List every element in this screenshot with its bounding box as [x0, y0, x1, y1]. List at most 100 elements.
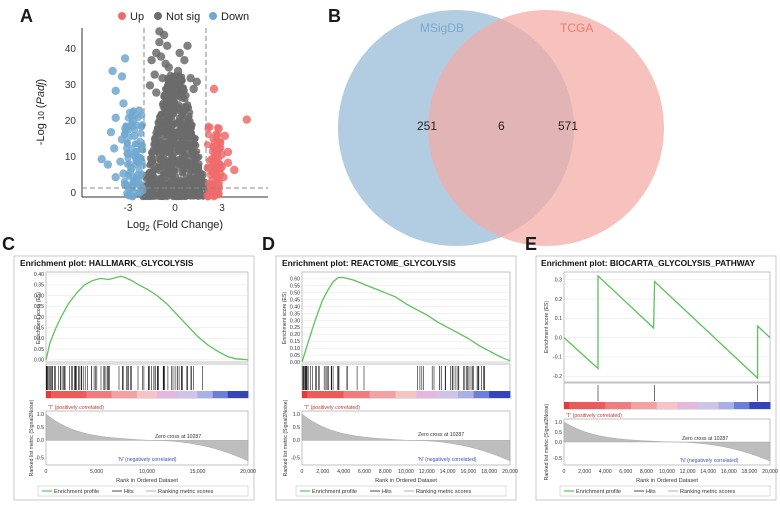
es-tick-label: 0.30	[34, 293, 44, 299]
legend-down-marker	[209, 12, 217, 20]
heatmap-segment	[569, 402, 575, 409]
heatmap-segment	[759, 402, 766, 409]
volcano-not-sig-cloud	[139, 71, 211, 201]
heatmap-segment	[197, 391, 203, 398]
es-tick-label: 0.45	[290, 298, 300, 304]
not-sig-point	[190, 147, 197, 155]
not-sig-point	[155, 38, 164, 47]
volcano-points	[97, 27, 251, 201]
heatmap-segment	[625, 402, 632, 409]
heatmap-segment	[744, 402, 750, 409]
es-tick-label: 0.3	[555, 278, 562, 284]
es-tick-label: 0.20	[34, 315, 44, 321]
heatmap-segment	[600, 402, 606, 409]
not-sig-point	[186, 163, 193, 170]
down-point	[131, 112, 139, 120]
es-tick-label: 0.20	[290, 332, 300, 338]
heatmap-segment	[764, 402, 771, 409]
not-sig-point	[157, 193, 165, 200]
x-tick-label: 2,000	[316, 469, 329, 475]
gsea-d-legend-es: Enrichment profile	[312, 489, 357, 495]
not-sig-point	[156, 52, 166, 61]
panel-label-b: B	[328, 6, 341, 26]
heatmap-segment	[687, 402, 694, 409]
down-point	[111, 86, 120, 96]
x-tick-label: 20,000	[762, 469, 778, 475]
heatmap-segment	[71, 391, 77, 398]
heatmap-segment	[667, 402, 673, 409]
down-point	[128, 193, 136, 201]
rank-tick-label: 1.0	[555, 420, 562, 426]
down-point	[133, 140, 141, 148]
heatmap-segment	[605, 402, 611, 409]
heatmap-segment	[636, 402, 642, 409]
es-tick-label: 0.0	[555, 335, 562, 341]
up-point	[216, 144, 224, 153]
volcano-y-ticks: 0 10 20 30 40	[65, 44, 77, 199]
heatmap-segment	[202, 391, 208, 398]
heatmap-segment	[458, 391, 464, 398]
heatmap-segment	[101, 391, 107, 398]
heatmap-segment	[343, 391, 350, 398]
down-point	[137, 129, 145, 137]
heatmap-segment	[312, 391, 318, 398]
not-sig-point	[163, 41, 172, 50]
es-tick-label: 0.30	[290, 318, 300, 324]
not-sig-point	[170, 135, 177, 142]
es-tick-label: -0.2	[553, 374, 562, 380]
gsea-d-ranking-metric	[301, 413, 511, 462]
gsea-e-rank-ticks: 1.0 0.5 0.0 -0.5	[553, 420, 562, 462]
es-tick-label: 0.25	[34, 304, 44, 310]
down-point	[108, 66, 117, 76]
not-sig-point	[170, 101, 178, 108]
not-sig-point	[192, 160, 199, 167]
down-point	[128, 144, 136, 152]
x-tick-label: 8,000	[640, 469, 653, 475]
gsea-d-hits	[302, 366, 486, 390]
heatmap-segment	[307, 391, 313, 398]
heatmap-segment	[437, 391, 443, 398]
heatmap-segment	[237, 391, 244, 398]
gsea-e-legend-box	[559, 485, 771, 497]
up-point	[215, 138, 223, 146]
es-tick-label: 0.00	[290, 360, 300, 366]
heatmap-segment	[328, 391, 334, 398]
panel-label-a: A	[20, 6, 33, 26]
panel-b: B MSigDB TCGA 251 6 571	[328, 6, 664, 246]
not-sig-point	[187, 120, 194, 127]
gsea-d-es-ticks: 0.000.050.100.150.200.250.300.350.400.45…	[290, 277, 300, 366]
heatmap-segment	[589, 402, 596, 409]
heatmap-segment	[426, 391, 433, 398]
down-point	[137, 122, 146, 130]
venn-label-tcga: TCGA	[560, 21, 593, 35]
heatmap-segment	[620, 402, 627, 409]
es-tick-label: -0.1	[553, 355, 562, 361]
heatmap-segment	[421, 391, 428, 398]
not-sig-point	[180, 109, 188, 116]
not-sig-point	[192, 77, 201, 87]
not-sig-point	[159, 30, 169, 40]
gsea-e-hits	[597, 385, 758, 401]
gsea-d-enrichment-profile	[301, 276, 511, 363]
venn-circle-tcga	[428, 10, 664, 246]
heatmap-segment	[212, 391, 219, 398]
gsea-c-x-ticks: 0 5,000 10,000 15,000 20,000	[45, 469, 256, 475]
not-sig-point	[164, 63, 173, 72]
heatmap-segment	[579, 402, 586, 409]
panel-c: Enrichment plot: HALLMARK_GLYCOLYSIS 0.0…	[13, 255, 256, 501]
x-tick-label: 6,000	[358, 469, 371, 475]
down-point	[131, 126, 139, 134]
legend-up-marker	[118, 12, 126, 20]
gsea-c-es-ticks: 0.00 0.05 0.10 0.15 0.20 0.25 0.30 0.35 0.40	[34, 272, 44, 364]
x-tick-label: 6,000	[619, 469, 632, 475]
not-sig-point	[183, 128, 190, 135]
gsea-d-xlabel: Rank in Ordered Dataset	[375, 478, 437, 484]
x-tick-label: 20,000	[502, 469, 518, 475]
gsea-c-es-ylabel: Enrichment score (ES)	[36, 292, 42, 344]
heatmap-segment	[177, 391, 183, 398]
not-sig-point	[149, 191, 156, 199]
gsea-c-rank-ticks: 1.0 0.5 0.0 -0.5	[35, 412, 44, 462]
up-point	[214, 124, 222, 132]
not-sig-point	[185, 187, 193, 195]
not-sig-point	[161, 117, 169, 124]
